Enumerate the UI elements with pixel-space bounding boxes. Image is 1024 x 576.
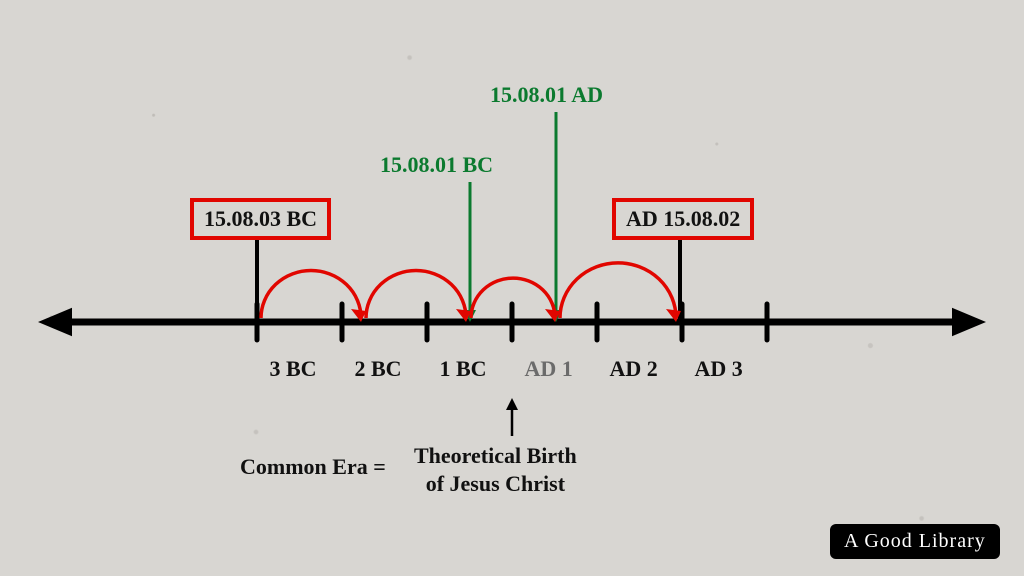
diagram-stage: 15.08.03 BC AD 15.08.02 15.08.01 BC 15.0… (0, 0, 1024, 576)
label-15-08-01-ad: 15.08.01 AD (490, 82, 603, 108)
date-box-right-text: AD 15.08.02 (626, 206, 740, 231)
date-box-ad-15-08-02: AD 15.08.02 (612, 198, 754, 240)
axis-label: AD 3 (695, 356, 743, 382)
caption-prefix-text: Common Era = (240, 454, 386, 479)
axis-label: AD 2 (610, 356, 658, 382)
caption-main: Theoretical Birth of Jesus Christ (414, 442, 577, 497)
caption-prefix: Common Era = (240, 454, 386, 480)
axis-label: 3 BC (270, 356, 317, 382)
logo-badge: A Good Library (830, 524, 1000, 559)
caption-line2: of Jesus Christ (426, 471, 565, 496)
green-bc-text: 15.08.01 BC (380, 152, 493, 177)
date-box-15-08-03-bc: 15.08.03 BC (190, 198, 331, 240)
axis-label: 2 BC (355, 356, 402, 382)
date-box-left-text: 15.08.03 BC (204, 206, 317, 231)
caption-line1: Theoretical Birth (414, 443, 577, 468)
label-15-08-01-bc: 15.08.01 BC (380, 152, 493, 178)
axis-label: 1 BC (440, 356, 487, 382)
green-ad-text: 15.08.01 AD (490, 82, 603, 107)
logo-text: A Good Library (844, 530, 986, 552)
axis-label: AD 1 (525, 356, 573, 382)
